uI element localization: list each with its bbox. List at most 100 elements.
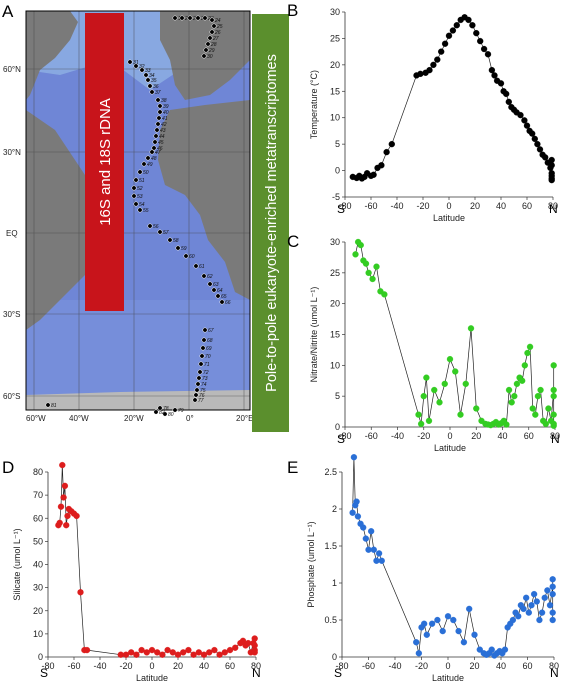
data-point bbox=[378, 162, 385, 169]
map-graticule bbox=[26, 11, 250, 410]
station-label: 30 bbox=[207, 54, 213, 60]
data-point bbox=[444, 613, 452, 620]
x-tick-label: 60 bbox=[522, 661, 532, 671]
y-tick-label: 0.5 bbox=[324, 615, 337, 625]
x-tick-label: -80 bbox=[41, 661, 54, 671]
data-point bbox=[378, 557, 385, 564]
data-point bbox=[154, 649, 161, 656]
station-marker bbox=[145, 77, 151, 83]
data-point bbox=[417, 70, 424, 77]
station-marker bbox=[207, 35, 213, 41]
data-point bbox=[473, 29, 480, 37]
station-label: 61 bbox=[199, 264, 205, 270]
x-axis-title: Latitude bbox=[432, 673, 464, 683]
data-point bbox=[546, 602, 554, 609]
station-marker bbox=[157, 109, 163, 115]
silicate-chart: D -80 -60 -40 -20 0 20 40 60 80 0 10 20 30 40 50 60 70 80 L… bbox=[2, 458, 261, 683]
data-point bbox=[216, 651, 223, 658]
station-label: 49 bbox=[147, 162, 153, 168]
data-point bbox=[190, 651, 197, 658]
station-label: 56 bbox=[153, 224, 159, 230]
data-point bbox=[417, 420, 425, 428]
x-tick-label: 20 bbox=[471, 431, 481, 441]
station-marker bbox=[211, 287, 217, 293]
station-label: 25 bbox=[216, 24, 223, 30]
station-label: 24 bbox=[214, 18, 221, 24]
y-tick-label: 0 bbox=[335, 166, 340, 176]
station-label: 51 bbox=[139, 178, 145, 184]
data-point bbox=[509, 616, 517, 624]
data-point bbox=[466, 605, 473, 613]
data-point bbox=[369, 275, 376, 283]
series-line bbox=[352, 16, 553, 181]
data-point bbox=[445, 32, 453, 39]
data-point bbox=[388, 140, 395, 148]
phosphate-chart: E -80 -60 -40 -20 0 20 40 60 80 0 0.5 1 1.5 2 2.5 Latitu… bbox=[287, 454, 559, 683]
data-point bbox=[508, 399, 515, 406]
x-tick-label: 80 bbox=[548, 201, 558, 211]
map-land-americas bbox=[26, 110, 120, 330]
station-label: 75 bbox=[200, 388, 206, 394]
map-land-greenland bbox=[26, 11, 78, 100]
station-marker bbox=[194, 387, 200, 393]
y-tick-label: 5 bbox=[335, 139, 340, 149]
data-point bbox=[520, 605, 527, 613]
data-point bbox=[529, 405, 536, 412]
x-tick-label: -40 bbox=[391, 431, 404, 441]
data-point bbox=[538, 609, 546, 616]
x-tick-label: 80 bbox=[550, 431, 560, 441]
x-tick-label: -80 bbox=[338, 201, 351, 211]
data-point bbox=[221, 649, 228, 656]
map-lon-label: 20°W bbox=[124, 414, 144, 423]
data-point bbox=[484, 51, 492, 58]
station-marker bbox=[198, 361, 204, 367]
data-point bbox=[180, 649, 187, 656]
data-point bbox=[350, 454, 358, 461]
data-point bbox=[480, 45, 488, 53]
station-label: 78 bbox=[163, 406, 169, 412]
station-label: 26 bbox=[214, 30, 221, 36]
station-marker bbox=[209, 17, 215, 23]
station-label: 46 bbox=[157, 146, 163, 152]
station-label: 55 bbox=[143, 208, 149, 214]
data-point bbox=[488, 66, 496, 74]
data-point bbox=[425, 417, 433, 424]
station-label: 27 bbox=[212, 36, 219, 42]
y-tick-label: 1 bbox=[332, 578, 337, 588]
data-point bbox=[381, 291, 388, 298]
y-tick-label: 0 bbox=[332, 652, 337, 662]
x-tick-label: 60 bbox=[522, 201, 532, 211]
map-lat-label: 30°S bbox=[3, 310, 20, 319]
panel-letter-a: A bbox=[2, 2, 14, 21]
station-label: 71 bbox=[204, 362, 210, 368]
station-label: 68 bbox=[207, 338, 213, 344]
station-marker bbox=[149, 149, 155, 155]
data-point bbox=[354, 513, 362, 520]
y-tick-label: 15 bbox=[330, 86, 340, 96]
station-marker bbox=[175, 245, 181, 251]
x-tick-label: -60 bbox=[67, 661, 80, 671]
data-point bbox=[59, 461, 66, 469]
data-point bbox=[61, 482, 69, 490]
data-point bbox=[438, 48, 445, 55]
data-point bbox=[73, 512, 80, 520]
station-marker bbox=[156, 115, 162, 121]
station-label: 76 bbox=[199, 393, 205, 399]
data-point bbox=[515, 613, 522, 620]
station-marker bbox=[141, 161, 147, 167]
station-marker bbox=[197, 369, 203, 375]
x-tick-label: -40 bbox=[390, 201, 403, 211]
data-point bbox=[505, 98, 512, 106]
station-label: 59 bbox=[181, 246, 187, 252]
data-point bbox=[415, 411, 422, 418]
data-point bbox=[420, 620, 428, 627]
station-label: 54 bbox=[139, 202, 145, 208]
data-point bbox=[517, 111, 524, 119]
rdna-bar bbox=[85, 13, 124, 311]
data-point bbox=[529, 130, 536, 137]
station-marker bbox=[157, 229, 163, 235]
data-point bbox=[352, 251, 359, 258]
station-label: 73 bbox=[202, 376, 208, 382]
station-label: 35 bbox=[151, 78, 157, 84]
station-label: 29 bbox=[208, 48, 215, 54]
